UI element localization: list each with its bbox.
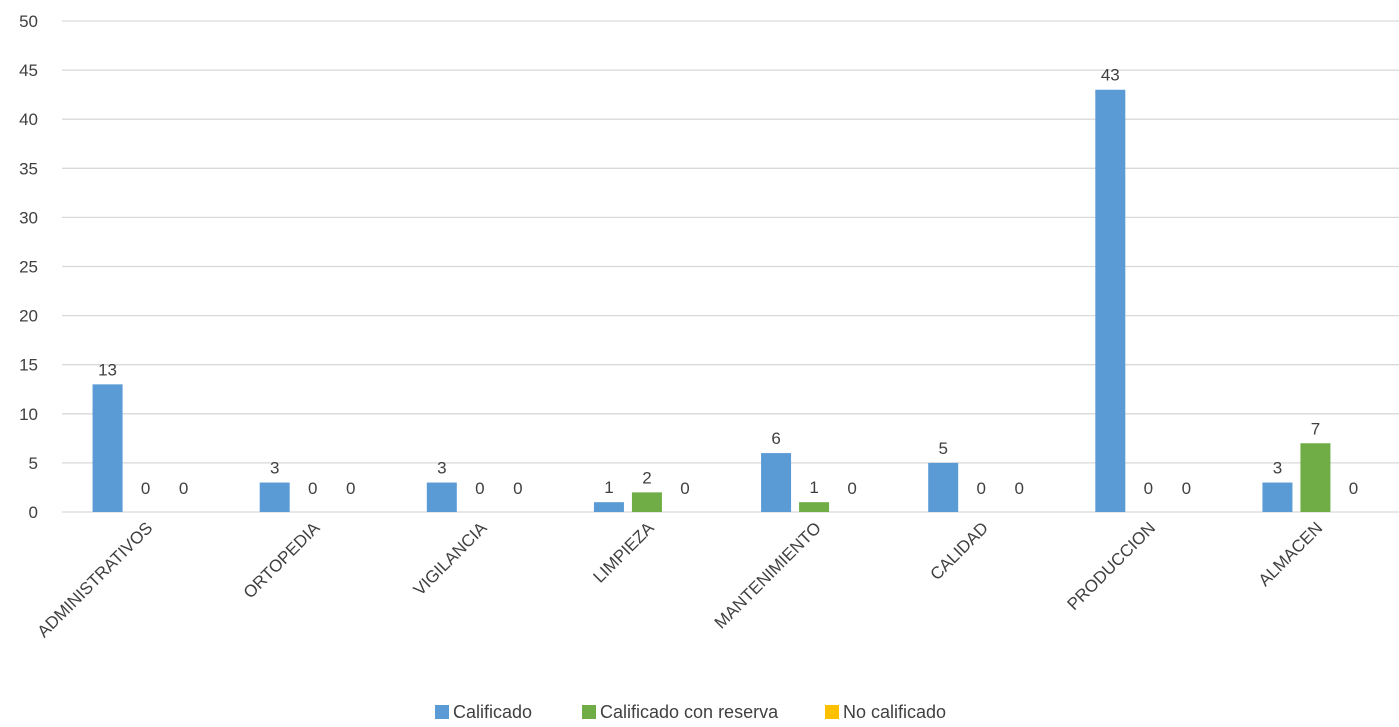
data-label: 43	[1101, 66, 1120, 85]
x-tick-label-mantenimiento: MANTENIMIENTO	[711, 518, 825, 632]
bar-mantenimiento-series-2	[799, 502, 830, 512]
data-label: 0	[1144, 479, 1153, 498]
data-label: 0	[680, 479, 689, 498]
y-tick-label: 15	[19, 356, 38, 375]
y-tick-label: 25	[19, 258, 38, 277]
data-label: 0	[346, 479, 355, 498]
gridlines	[62, 20, 1399, 513]
x-tick-label-limpieza: LIMPIEZA	[590, 518, 659, 587]
bar-administrativos-series-1	[92, 384, 123, 512]
data-label: 3	[437, 459, 446, 478]
data-label: 2	[642, 468, 651, 487]
data-label: 0	[179, 479, 188, 498]
data-label: 6	[771, 429, 780, 448]
bar-limpieza-series-2	[631, 492, 662, 512]
data-label: 0	[1349, 479, 1358, 498]
bar-produccion-series-1	[1095, 89, 1126, 513]
data-label: 0	[308, 479, 317, 498]
bar-vigilancia-series-1	[426, 482, 457, 512]
legend-label-series-2: Calificado con reserva	[600, 702, 779, 722]
bar-almacen-series-2	[1300, 443, 1331, 512]
data-label: 0	[976, 479, 985, 498]
data-label: 3	[1273, 459, 1282, 478]
data-label: 0	[847, 479, 856, 498]
data-labels: 13 3 3 1 6 5 43 3 0 0 0 2 1 0 0 7 0 0 0 0 0 0 0 0	[98, 66, 1358, 498]
x-tick-label-administrativos: ADMINISTRATIVOS	[34, 518, 157, 641]
x-tick-label-ortopedia: ORTOPEDIA	[240, 518, 324, 602]
legend-swatch-series-3	[825, 705, 839, 719]
y-tick-label: 20	[19, 307, 38, 326]
y-tick-label: 40	[19, 110, 38, 129]
bar-calidad-series-1	[928, 462, 959, 512]
y-tick-label: 5	[29, 454, 38, 473]
data-label: 0	[1182, 479, 1191, 498]
x-tick-label-vigilancia: VIGILANCIA	[410, 518, 491, 599]
bars	[92, 89, 1331, 513]
data-label: 0	[513, 479, 522, 498]
data-label: 13	[98, 360, 117, 379]
data-label: 1	[604, 478, 613, 497]
y-tick-label: 35	[19, 159, 38, 178]
legend-swatch-series-1	[435, 705, 449, 719]
y-axis: 0 5 10 15 20 25 30 35 40 45 50	[19, 12, 38, 522]
legend-swatch-series-2	[582, 705, 596, 719]
data-label: 5	[938, 439, 947, 458]
data-label: 0	[1014, 479, 1023, 498]
x-tick-label-produccion: PRODUCCION	[1064, 518, 1160, 614]
legend-label-series-3: No calificado	[843, 702, 946, 722]
data-label: 0	[475, 479, 484, 498]
x-axis: ADMINISTRATIVOS ORTOPEDIA VIGILANCIA LIMPIE…	[34, 518, 1327, 641]
bar-almacen-series-1	[1262, 482, 1293, 512]
y-tick-label: 30	[19, 208, 38, 227]
y-tick-label: 0	[29, 503, 38, 522]
y-tick-label: 10	[19, 405, 38, 424]
bar-limpieza-series-1	[593, 502, 624, 512]
x-tick-label-almacen: ALMACEN	[1255, 518, 1327, 590]
data-label: 1	[809, 478, 818, 497]
legend: Calificado Calificado con reserva No calif…	[435, 702, 946, 722]
data-label: 7	[1311, 419, 1320, 438]
bar-mantenimiento-series-1	[761, 453, 792, 512]
legend-label-series-1: Calificado	[453, 702, 532, 722]
data-label: 3	[270, 459, 279, 478]
y-tick-label: 50	[19, 12, 38, 31]
bar-ortopedia-series-1	[259, 482, 290, 512]
x-tick-label-calidad: CALIDAD	[926, 518, 992, 584]
data-label: 0	[141, 479, 150, 498]
y-tick-label: 45	[19, 61, 38, 80]
